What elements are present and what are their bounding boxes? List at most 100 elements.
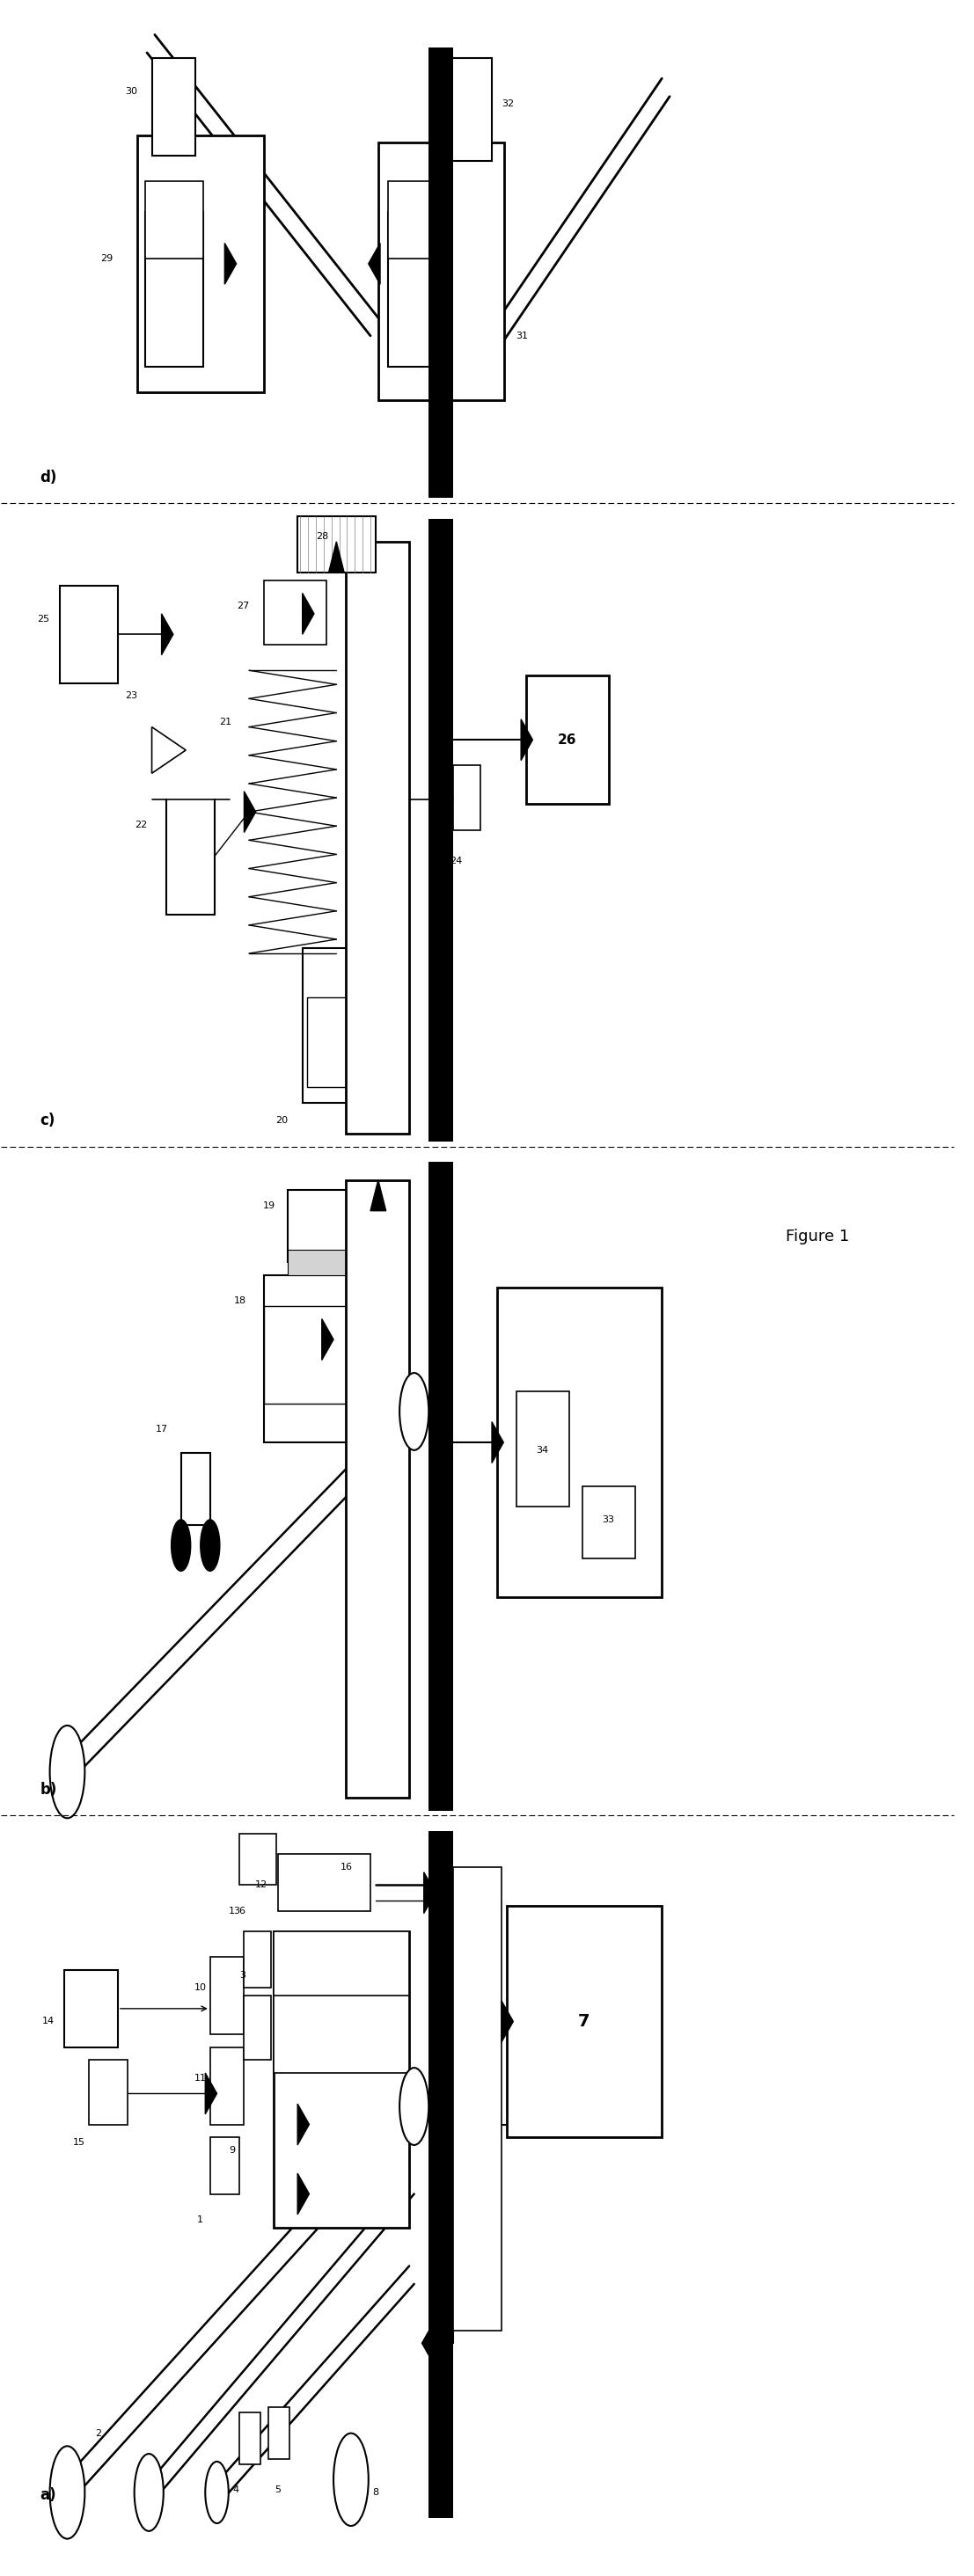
Text: 12: 12 bbox=[255, 1880, 268, 1888]
Text: 5: 5 bbox=[275, 2486, 281, 2494]
Circle shape bbox=[134, 2455, 164, 2532]
Bar bbox=[288, 1249, 385, 1275]
Text: 34: 34 bbox=[536, 1445, 548, 1455]
Polygon shape bbox=[370, 1180, 386, 1211]
Polygon shape bbox=[297, 2174, 309, 2215]
Polygon shape bbox=[368, 242, 380, 283]
Text: c): c) bbox=[40, 1113, 56, 1128]
Text: 8: 8 bbox=[372, 2488, 379, 2496]
Bar bbox=[453, 1868, 502, 2331]
Polygon shape bbox=[244, 791, 256, 832]
Text: 18: 18 bbox=[234, 1296, 246, 1306]
Bar bbox=[181, 1453, 210, 1525]
Bar bbox=[429, 1832, 453, 2519]
Bar bbox=[288, 1190, 385, 1262]
Text: 24: 24 bbox=[450, 855, 463, 866]
Text: 9: 9 bbox=[229, 2146, 236, 2154]
Bar bbox=[497, 1288, 662, 1597]
Bar bbox=[429, 1162, 453, 1811]
Circle shape bbox=[333, 2434, 368, 2527]
Polygon shape bbox=[225, 242, 237, 283]
Text: 29: 29 bbox=[100, 255, 113, 263]
Text: 3: 3 bbox=[239, 1971, 245, 1978]
Bar bbox=[210, 2138, 240, 2195]
Text: 7: 7 bbox=[579, 2012, 590, 2030]
Polygon shape bbox=[521, 719, 533, 760]
Text: 11: 11 bbox=[194, 2074, 206, 2081]
Bar bbox=[240, 1834, 277, 1886]
Text: 15: 15 bbox=[73, 2138, 85, 2146]
Bar bbox=[145, 180, 204, 258]
Polygon shape bbox=[328, 541, 344, 572]
Bar bbox=[429, 518, 453, 1141]
Polygon shape bbox=[321, 1319, 333, 1360]
Bar bbox=[429, 46, 453, 497]
Circle shape bbox=[206, 2463, 229, 2524]
Polygon shape bbox=[492, 1422, 504, 1463]
Text: 27: 27 bbox=[237, 603, 249, 611]
Polygon shape bbox=[502, 2002, 513, 2043]
Bar bbox=[264, 1275, 356, 1443]
Bar bbox=[264, 1306, 356, 1404]
Bar bbox=[378, 142, 505, 399]
Bar bbox=[582, 1486, 636, 1558]
Text: 22: 22 bbox=[134, 819, 147, 829]
Bar bbox=[274, 1932, 409, 2074]
Text: 25: 25 bbox=[37, 616, 50, 623]
Polygon shape bbox=[162, 613, 173, 654]
Bar bbox=[307, 997, 356, 1087]
Circle shape bbox=[50, 2447, 85, 2540]
Text: 13: 13 bbox=[228, 1906, 241, 1914]
Bar bbox=[346, 1180, 409, 1798]
Polygon shape bbox=[422, 2324, 433, 2365]
Bar bbox=[274, 1932, 409, 1996]
Polygon shape bbox=[424, 1873, 435, 1914]
Bar bbox=[244, 1996, 272, 2061]
Bar bbox=[152, 57, 196, 155]
Bar bbox=[264, 580, 326, 644]
Circle shape bbox=[201, 1520, 220, 1571]
Text: 21: 21 bbox=[219, 719, 232, 726]
Circle shape bbox=[50, 1726, 85, 1819]
Text: 16: 16 bbox=[340, 1862, 353, 1870]
Bar bbox=[274, 1932, 409, 2228]
Text: d): d) bbox=[40, 469, 57, 484]
Bar bbox=[453, 765, 480, 829]
Text: 14: 14 bbox=[42, 2017, 55, 2025]
Text: 28: 28 bbox=[316, 533, 328, 541]
Bar bbox=[145, 211, 204, 366]
Text: 20: 20 bbox=[276, 1115, 288, 1126]
Text: 23: 23 bbox=[125, 693, 137, 701]
Bar bbox=[388, 211, 446, 366]
Text: 1: 1 bbox=[198, 2215, 204, 2223]
Polygon shape bbox=[152, 726, 186, 773]
Polygon shape bbox=[302, 592, 314, 634]
Text: 6: 6 bbox=[239, 1906, 245, 1914]
Polygon shape bbox=[206, 2074, 217, 2115]
Bar bbox=[89, 2061, 128, 2125]
Bar bbox=[526, 675, 609, 804]
Circle shape bbox=[399, 1373, 429, 1450]
Bar bbox=[297, 515, 375, 572]
Text: Figure 1: Figure 1 bbox=[786, 1229, 849, 1244]
Text: 4: 4 bbox=[232, 2486, 239, 2494]
Bar bbox=[137, 134, 264, 392]
Circle shape bbox=[399, 2069, 429, 2146]
Bar bbox=[516, 1391, 570, 1507]
Circle shape bbox=[171, 1520, 191, 1571]
Bar bbox=[240, 2414, 261, 2465]
Text: 31: 31 bbox=[516, 332, 529, 340]
Text: 33: 33 bbox=[602, 1515, 615, 1525]
Text: 10: 10 bbox=[194, 1984, 206, 1991]
Bar bbox=[269, 2409, 290, 2460]
Text: 30: 30 bbox=[125, 88, 137, 95]
Bar bbox=[64, 1971, 118, 2048]
Bar bbox=[346, 541, 409, 1133]
Text: b): b) bbox=[40, 1783, 57, 1798]
Text: 2: 2 bbox=[95, 2429, 101, 2437]
Bar bbox=[302, 948, 390, 1103]
Text: 26: 26 bbox=[557, 734, 577, 747]
Bar bbox=[244, 1932, 272, 1989]
Bar bbox=[210, 1958, 244, 2035]
Bar bbox=[59, 585, 118, 683]
